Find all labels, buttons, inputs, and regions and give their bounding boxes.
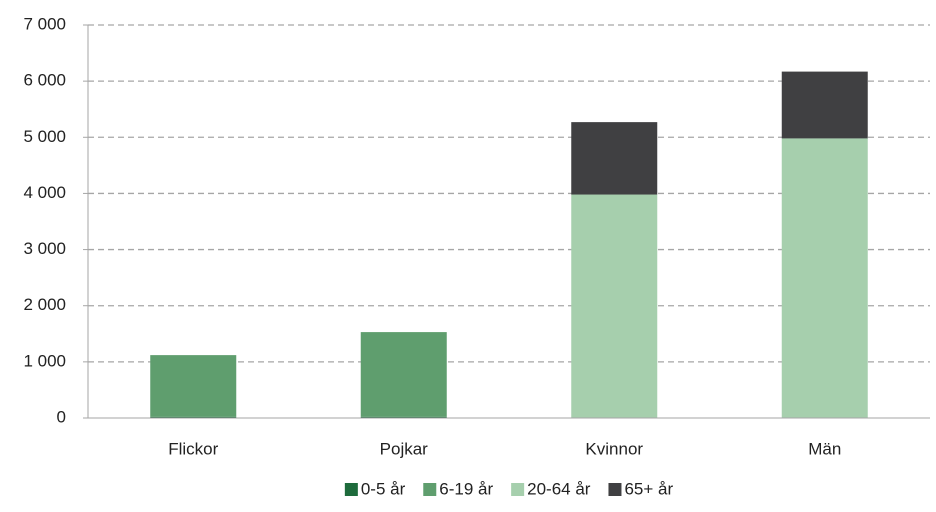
y-tick-label: 5 000 [23, 127, 66, 146]
x-tick-label: Pojkar [380, 439, 429, 458]
x-tick-label: Kvinnor [585, 439, 643, 458]
bar-segment [150, 416, 237, 418]
y-tick-label: 3 000 [23, 239, 66, 258]
y-tick-label: 0 [57, 407, 66, 426]
legend-label: 6-19 år [439, 479, 493, 498]
y-tick-label: 6 000 [23, 71, 66, 90]
y-tick-label: 1 000 [23, 351, 66, 370]
bar-segment [571, 194, 658, 418]
x-tick-label: Flickor [168, 439, 218, 458]
legend-swatch [423, 483, 437, 496]
legend-label: 20-64 år [527, 479, 591, 498]
legend-label: 65+ år [624, 479, 673, 498]
bar-segment [571, 122, 658, 195]
bar-segment [360, 332, 447, 417]
legend-swatch [344, 483, 358, 496]
bar-segment [360, 416, 447, 418]
y-tick-label: 4 000 [23, 183, 66, 202]
x-tick-label: Män [808, 439, 841, 458]
legend-swatch [511, 483, 525, 496]
bar-segment [781, 138, 868, 418]
y-tick-label: 2 000 [23, 295, 66, 314]
legend-swatch [608, 483, 622, 496]
bar-segment [781, 71, 868, 139]
legend-label: 0-5 år [361, 479, 406, 498]
bar-segment [150, 355, 237, 417]
y-tick-label: 7 000 [23, 14, 66, 33]
